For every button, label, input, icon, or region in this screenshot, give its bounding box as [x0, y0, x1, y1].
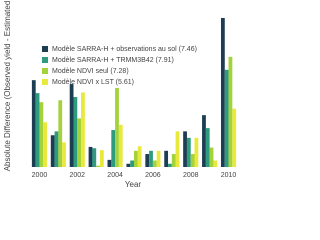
bar [88, 146, 93, 167]
bar [81, 92, 85, 167]
x-tick-label: 2000 [32, 172, 48, 179]
bar [137, 146, 142, 167]
bar [130, 160, 134, 167]
x-tick-label: 2006 [145, 172, 161, 179]
bar [126, 163, 131, 167]
bar [190, 154, 195, 167]
legend-swatch [42, 57, 48, 63]
x-tick-label: 2010 [221, 172, 237, 179]
bar [183, 131, 187, 167]
bar [111, 130, 116, 167]
bar [175, 131, 180, 167]
bar [224, 69, 229, 167]
bar [58, 100, 63, 167]
bar [99, 150, 104, 167]
bar [69, 84, 74, 167]
bar [205, 128, 210, 167]
bar [202, 115, 206, 167]
bar [186, 137, 191, 167]
bar [77, 118, 82, 167]
legend-swatch [42, 79, 48, 85]
legend-swatch [42, 68, 48, 74]
bar [96, 165, 100, 167]
bar [35, 93, 40, 167]
bar [92, 148, 97, 167]
bar [164, 150, 169, 167]
bar [168, 163, 172, 167]
bar [220, 17, 225, 168]
bar [213, 160, 218, 167]
x-tick-label: 2004 [107, 172, 123, 179]
bar [149, 150, 153, 167]
chart: Year Absolute Difference (Observed yield… [3, 1, 237, 189]
x-tick-label: 2002 [69, 172, 85, 179]
bar [115, 87, 119, 167]
bar [232, 108, 237, 167]
bar [62, 142, 66, 167]
bar [145, 154, 150, 167]
bar [156, 150, 161, 167]
x-axis-label: Year [125, 180, 142, 189]
bar [39, 102, 44, 167]
bar [134, 150, 138, 167]
legend-label: Modèle NDVI x LST (5.61) [52, 79, 134, 86]
legend-label: Modèle NDVI seul (7.28) [52, 68, 129, 75]
bar [107, 159, 112, 167]
bar [152, 160, 157, 167]
x-tick-label: 2008 [183, 172, 199, 179]
bar [194, 137, 199, 167]
bar [50, 135, 55, 167]
legend-swatch [42, 46, 48, 52]
legend-label: Modèle SARRA-H + TRMM3B42 (7.91) [52, 57, 174, 64]
bar [209, 147, 214, 167]
legend-label: Modèle SARRA-H + observations au sol (7.… [52, 46, 197, 53]
bar [228, 56, 233, 168]
bar [43, 122, 48, 167]
y-axis-label: Absolute Difference (Observed yield - Es… [3, 1, 12, 172]
bar [73, 97, 78, 167]
bar [171, 154, 176, 167]
bar [54, 131, 59, 167]
bar [118, 124, 123, 167]
bar [31, 80, 36, 167]
